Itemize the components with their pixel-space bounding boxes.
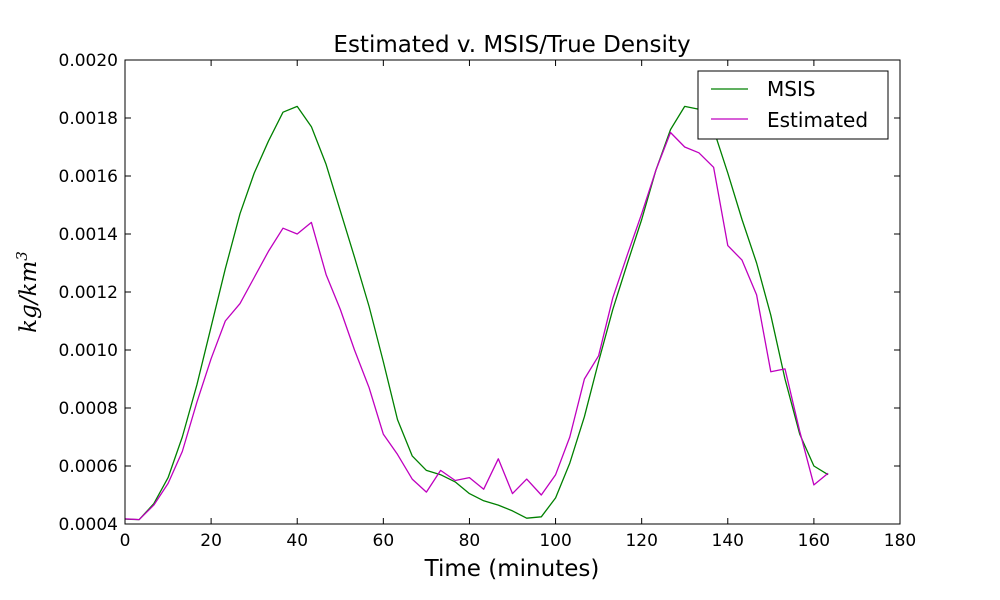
x-axis-label: Time (minutes) <box>424 556 600 582</box>
y-axis-label-base: kg/km <box>16 261 42 333</box>
plot-area: 0 20 40 60 80 100 120 140 160 180 0.00040.00060.0… <box>59 51 917 551</box>
chart-title: Estimated v. MSIS/True Density <box>333 32 690 58</box>
x-tick-label: 120 <box>625 531 657 551</box>
x-tick-label: 40 <box>286 531 308 551</box>
x-tick-label: 20 <box>200 531 222 551</box>
legend: MSIS Estimated <box>697 70 889 140</box>
y-axis-label-exponent: 3 <box>13 251 31 261</box>
x-tick-label: 180 <box>884 531 916 551</box>
y-axis-ticks: 0.0004 0.0006 0.0008 0.0010 0.0012 0.0014 0.00… <box>59 51 900 535</box>
y-axis-label: kg/km3 <box>13 251 42 333</box>
y-tick-label: 0.0010 <box>59 341 118 361</box>
x-tick-label: 140 <box>712 531 744 551</box>
series-line-estimated <box>124 131 829 521</box>
y-tick-label: 0.0012 <box>59 283 118 303</box>
series-line-msis <box>124 105 829 521</box>
y-tick-label: 0.0004 <box>59 515 118 535</box>
y-tick-label: 0.0008 <box>59 399 118 419</box>
x-tick-label: 160 <box>798 531 830 551</box>
legend-box <box>697 70 889 140</box>
x-tick-label: 60 <box>373 531 395 551</box>
legend-label-msis: MSIS <box>767 77 816 101</box>
y-tick-label: 0.0020 <box>59 51 118 71</box>
y-tick-label: 0.0006 <box>59 457 118 477</box>
y-tick-label: 0.0018 <box>59 109 118 129</box>
y-tick-label: 0.0014 <box>59 225 118 245</box>
series-lines <box>124 105 829 521</box>
x-tick-label: 100 <box>539 531 571 551</box>
legend-label-estimated: Estimated <box>767 108 868 132</box>
x-tick-label: 0 <box>120 531 131 551</box>
x-axis-ticks: 0 20 40 60 80 100 120 140 160 180 <box>120 60 916 551</box>
y-tick-label: 0.0016 <box>59 167 118 187</box>
x-tick-label: 80 <box>459 531 481 551</box>
